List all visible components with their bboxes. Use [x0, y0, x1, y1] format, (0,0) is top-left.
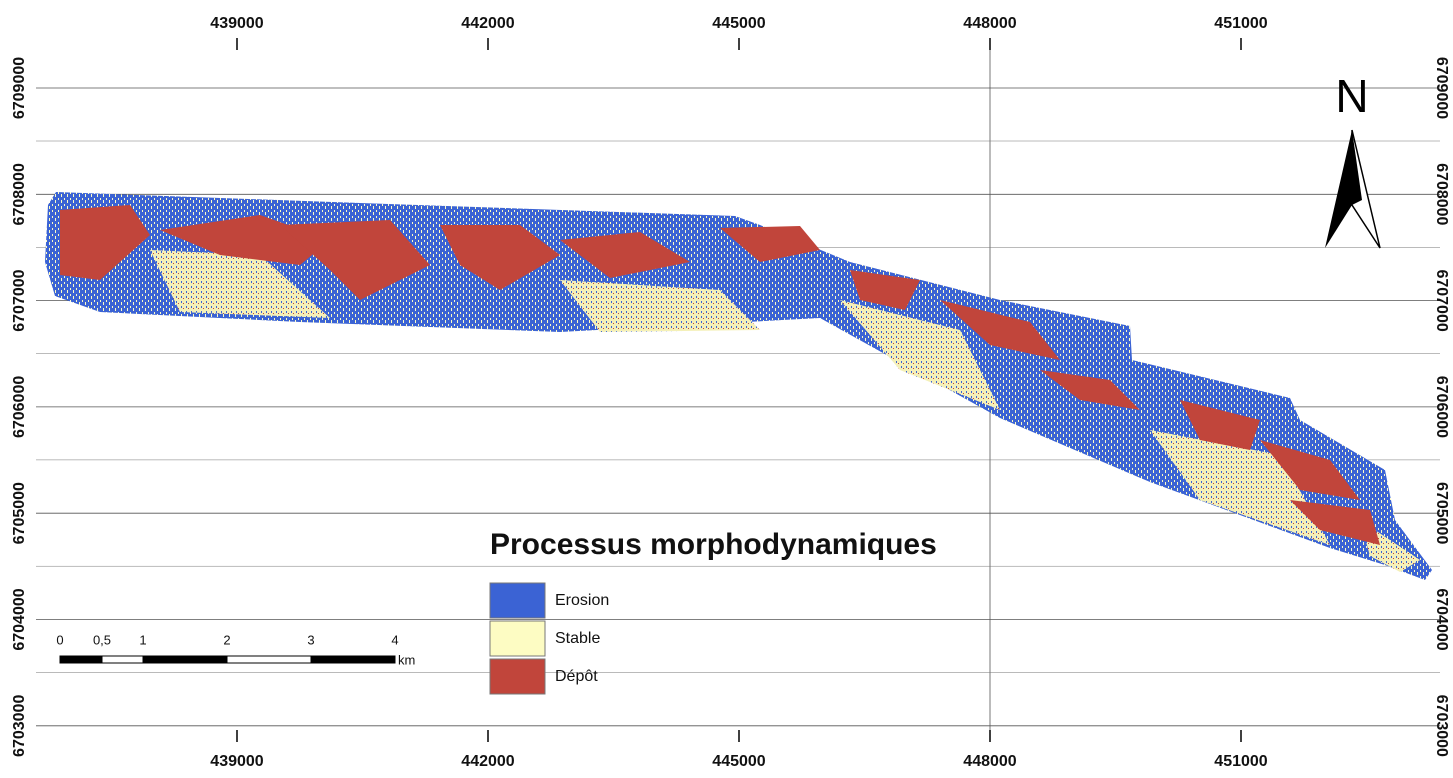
x-tick-label-bottom: 448000: [963, 753, 1016, 770]
x-tick-label-top: 439000: [210, 15, 263, 32]
y-tick-label-right: 6707000: [1433, 269, 1450, 331]
y-tick-label-left: 6704000: [11, 588, 28, 650]
y-tick-label-left: 6708000: [11, 163, 28, 225]
y-tick-label-right: 6708000: [1433, 163, 1450, 225]
legend-swatch: [490, 659, 545, 694]
x-tick-label-bottom: 439000: [210, 753, 263, 770]
y-tick-label-right: 6704000: [1433, 588, 1450, 650]
legend-title: Processus morphodynamiques: [490, 528, 937, 561]
x-tick-label-bottom: 451000: [1214, 753, 1267, 770]
scale-label: 4: [391, 632, 398, 647]
legend-swatch: [490, 583, 545, 618]
y-tick-label-left: 6709000: [11, 57, 28, 119]
y-tick-label-left: 6707000: [11, 269, 28, 331]
legend-label: Stable: [555, 630, 600, 647]
north-label: N: [1335, 70, 1368, 122]
scale-label: 2: [223, 632, 230, 647]
page-body: {"map": { "x_ticks": [439000, 442000, 44…: [0, 0, 1453, 778]
scale-segment: [311, 656, 395, 663]
scale-unit: km: [398, 652, 415, 667]
y-tick-label-right: 6705000: [1433, 482, 1450, 544]
y-tick-label-left: 6705000: [11, 482, 28, 544]
legend-swatch: [490, 621, 545, 656]
legend-label: Dépôt: [555, 668, 598, 685]
x-tick-label-top: 442000: [461, 15, 514, 32]
scale-segment: [227, 656, 311, 663]
x-tick-label-top: 448000: [963, 15, 1016, 32]
y-tick-label-right: 6703000: [1433, 695, 1450, 757]
scale-label: 1: [139, 632, 146, 647]
y-tick-label-right: 6709000: [1433, 57, 1450, 119]
scale-label: 0: [56, 632, 63, 647]
y-tick-label-right: 6706000: [1433, 376, 1450, 438]
y-tick-label-left: 6703000: [11, 695, 28, 757]
scale-segment: [102, 656, 143, 663]
x-tick-label-bottom: 442000: [461, 753, 514, 770]
x-tick-label-bottom: 445000: [712, 753, 765, 770]
scale-label: 0,5: [93, 632, 111, 647]
scale-segment: [143, 656, 227, 663]
scale-label: 3: [307, 632, 314, 647]
y-tick-label-left: 6706000: [11, 376, 28, 438]
page: Processus morphodynamiques html, body { …: [0, 0, 1453, 778]
x-tick-label-top: 445000: [712, 15, 765, 32]
scale-segment: [60, 656, 102, 663]
legend-label: Erosion: [555, 592, 609, 609]
x-tick-label-top: 451000: [1214, 15, 1267, 32]
map: N Processus morphodynamiques Erosion Stab…: [0, 0, 1453, 778]
